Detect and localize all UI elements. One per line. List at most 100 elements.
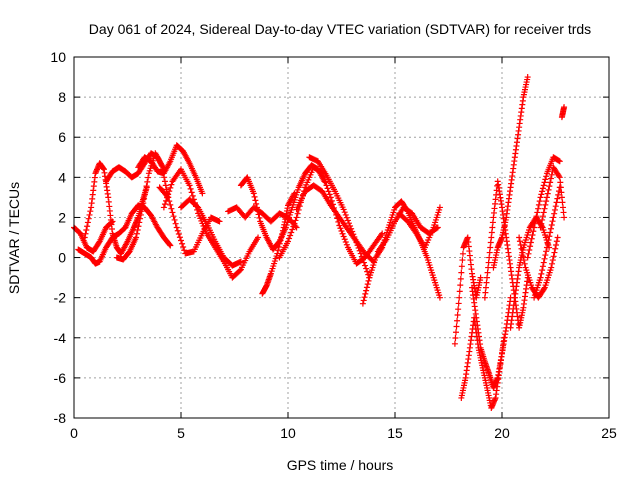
data-point <box>542 201 549 208</box>
data-point <box>541 179 548 186</box>
data-point <box>82 230 89 237</box>
data-point <box>557 179 564 186</box>
data-point <box>236 267 243 274</box>
data-point <box>547 225 554 232</box>
data-point <box>553 199 560 206</box>
data-point <box>170 213 177 220</box>
data-point <box>527 239 534 246</box>
data-point <box>348 225 355 232</box>
data-point <box>161 201 168 208</box>
data-point <box>534 209 541 216</box>
data-point <box>545 186 552 193</box>
data-point <box>363 284 370 291</box>
data-point <box>179 240 186 247</box>
data-point <box>345 220 352 227</box>
data-point <box>180 244 187 251</box>
data-point <box>550 253 557 260</box>
data-point <box>482 284 489 291</box>
data-point <box>84 223 91 230</box>
data-point <box>194 203 201 210</box>
data-point <box>277 237 284 244</box>
data-point <box>549 218 556 225</box>
data-point <box>433 225 440 232</box>
data-point <box>549 257 556 264</box>
data-point <box>365 277 372 284</box>
data-point <box>550 214 557 221</box>
y-tick-label: 2 <box>58 209 66 225</box>
data-point <box>540 259 547 266</box>
data-point <box>216 218 223 225</box>
data-point <box>166 241 173 248</box>
data-point <box>176 234 183 241</box>
data-point <box>81 234 88 241</box>
data-point <box>355 245 362 252</box>
data-point <box>237 258 244 265</box>
data-point <box>187 185 194 192</box>
data-point <box>487 239 494 246</box>
data-point <box>516 238 523 245</box>
data-point <box>350 231 357 238</box>
data-point <box>537 224 544 231</box>
data-point <box>178 237 184 244</box>
data-point <box>342 211 349 218</box>
data-point <box>524 254 531 261</box>
data-point <box>516 234 523 241</box>
data-point <box>543 244 550 251</box>
data-point <box>134 226 141 233</box>
data-point <box>358 253 365 260</box>
data-point <box>286 235 293 242</box>
data-point <box>141 191 148 198</box>
data-point <box>160 204 167 211</box>
data-point <box>556 174 563 181</box>
data-point <box>293 224 300 231</box>
data-point <box>530 228 537 235</box>
data-point <box>343 214 350 221</box>
data-point <box>452 329 459 336</box>
data-point <box>528 235 535 242</box>
data-point <box>456 294 463 301</box>
data-point <box>164 194 171 201</box>
data-point <box>485 264 492 271</box>
plot-frame <box>73 56 610 419</box>
data-point <box>551 249 558 256</box>
x-tick-label: 0 <box>70 425 78 441</box>
data-point <box>338 227 345 234</box>
data-point <box>255 234 262 241</box>
data-point <box>169 209 176 216</box>
data-point <box>289 226 296 233</box>
x-tick-label: 20 <box>494 425 510 441</box>
data-point <box>290 223 297 230</box>
data-point <box>543 248 550 255</box>
data-point <box>553 238 560 245</box>
data-point <box>86 211 93 218</box>
data-point <box>199 190 206 197</box>
data-point <box>167 184 174 191</box>
data-point <box>252 197 259 204</box>
data-point <box>531 220 538 227</box>
data-point <box>554 234 561 241</box>
data-point <box>436 294 443 301</box>
data-point <box>341 209 348 216</box>
data-point <box>161 178 168 185</box>
data-point <box>451 340 458 347</box>
data-point <box>535 205 542 212</box>
data-point <box>359 300 366 307</box>
data-point <box>354 242 361 249</box>
data-point <box>547 175 554 182</box>
data-point <box>341 236 348 243</box>
data-point <box>291 190 298 197</box>
data-point <box>526 247 533 254</box>
data-point <box>558 194 565 201</box>
data-point <box>337 225 344 232</box>
data-point <box>357 250 364 257</box>
data-point <box>359 256 366 263</box>
data-point <box>254 207 261 214</box>
data-point <box>519 249 526 256</box>
data-point <box>552 203 559 210</box>
data-point <box>351 233 358 240</box>
data-point <box>285 238 291 245</box>
data-point <box>517 242 524 249</box>
data-point <box>343 241 350 248</box>
y-tick-label: -6 <box>54 370 67 386</box>
data-point <box>181 247 188 254</box>
